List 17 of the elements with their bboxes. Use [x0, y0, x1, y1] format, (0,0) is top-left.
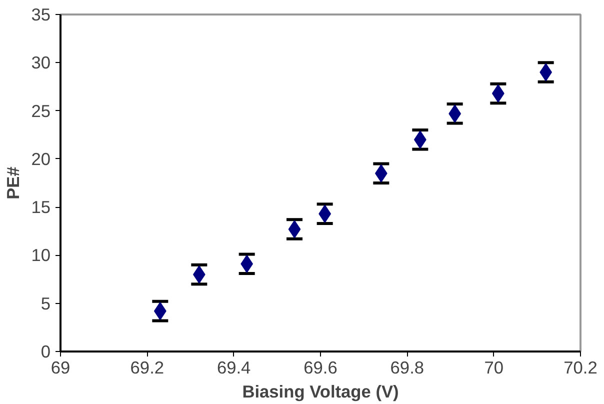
x-tick-label: 70.2: [564, 358, 598, 378]
y-tick-label: 10: [31, 245, 51, 266]
x-tick-label: 69.4: [216, 358, 252, 378]
x-tick-label: 69.8: [390, 358, 424, 378]
y-tick-label: 20: [31, 148, 51, 169]
y-tick-label: 0: [40, 342, 51, 362]
y-axis-title: PE#: [3, 166, 24, 200]
x-tick-label: 69: [50, 358, 70, 378]
x-tick-label: 69.6: [304, 358, 338, 378]
y-tick-label: 25: [31, 100, 51, 121]
x-tick-label: 70: [484, 358, 504, 378]
y-tick-label: 15: [31, 197, 51, 218]
y-tick-label: 5: [40, 293, 51, 314]
y-tick-label: 30: [31, 52, 51, 73]
x-axis-title: Biasing Voltage (V): [242, 382, 399, 402]
y-tick-label: 35: [31, 4, 51, 24]
x-tick-label: 69.2: [130, 358, 164, 378]
